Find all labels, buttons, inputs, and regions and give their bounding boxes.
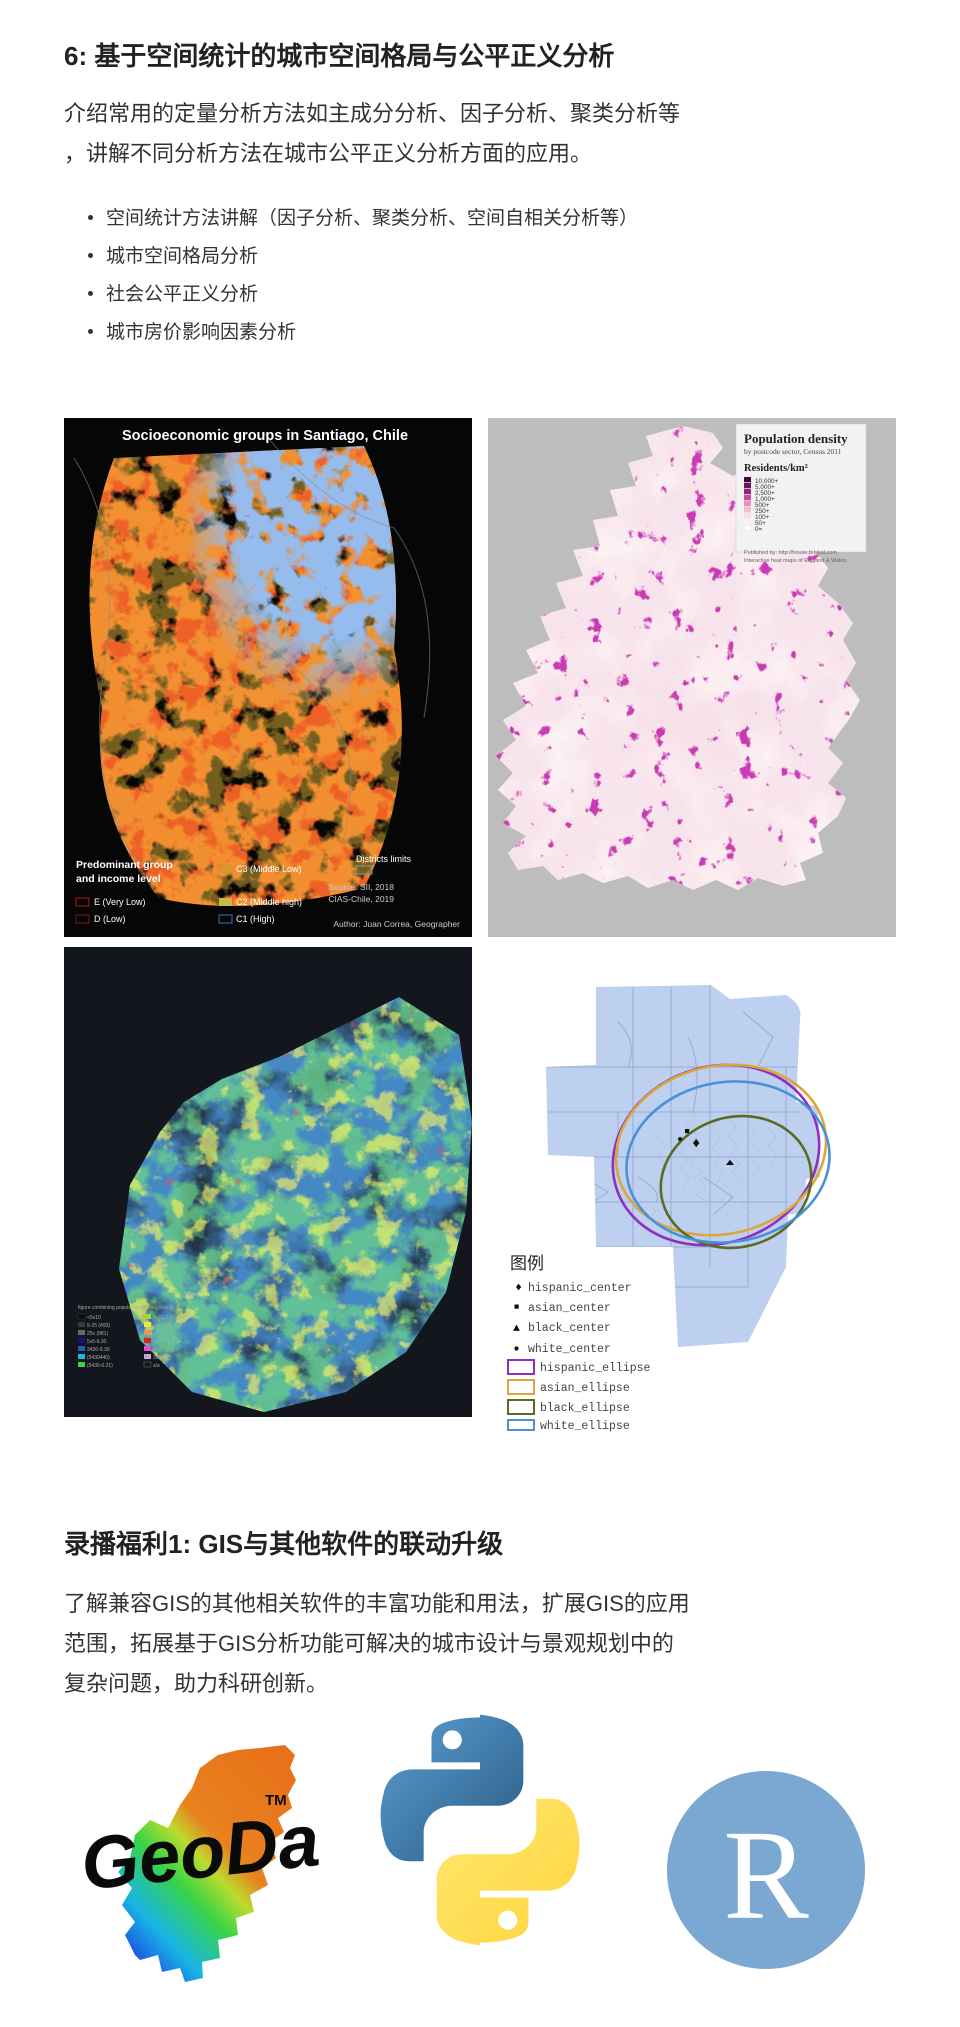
svg-text:E (Very Low): E (Very Low) [94, 897, 146, 907]
svg-text:25x (981): 25x (981) [87, 1331, 108, 1337]
svg-text:C3 (Middle Low): C3 (Middle Low) [236, 864, 302, 874]
svg-text:TM: TM [265, 1792, 287, 1809]
svg-text:CIAS-Chile, 2019: CIAS-Chile, 2019 [328, 894, 394, 904]
svg-text:s/a: s/a [153, 1363, 160, 1369]
svg-text:D (Low): D (Low) [94, 914, 126, 924]
svg-text:Districts limits: Districts limits [356, 854, 411, 864]
svg-text:Source: SII, 2018: Source: SII, 2018 [328, 882, 394, 892]
svg-text:black_ellipse: black_ellipse [540, 1402, 630, 1415]
svg-text:Socioeconomic groups in Santia: Socioeconomic groups in Santiago, Chile [122, 428, 408, 444]
svg-text:(9430440): (9430440) [87, 1355, 110, 1361]
svg-text:Residents/km²: Residents/km² [744, 463, 808, 474]
svg-text:and income level: and income level [76, 873, 161, 885]
svg-text:Interactive heat maps of Engla: Interactive heat maps of England & Wales… [744, 558, 848, 564]
svg-text:Author: Juan Correa, Geographe: Author: Juan Correa, Geographer [333, 919, 460, 929]
svg-text:16x2 (396): 16x2 (396) [153, 1347, 177, 1353]
svg-text:30x2-(3): 30x2-(3) [153, 1355, 172, 1361]
svg-text:0=: 0= [755, 526, 763, 533]
svg-text:Population density: Population density [744, 431, 848, 446]
svg-text:figure combining population an: figure combining population and brightne… [78, 1305, 174, 1311]
svg-text:3430-9.30: 3430-9.30 [87, 1347, 110, 1353]
svg-text:by postcode sector, Census 201: by postcode sector, Census 2011 [744, 447, 842, 456]
svg-text:R: R [723, 1804, 809, 1946]
svg-text:asian_center: asian_center [528, 1302, 611, 1315]
svg-text:hispanic_center: hispanic_center [528, 1282, 632, 1295]
svg-text:3x71-4.30: 3x71-4.30 [153, 1331, 175, 1337]
svg-text:white_ellipse: white_ellipse [540, 1420, 630, 1433]
svg-text:图例: 图例 [510, 1254, 544, 1273]
svg-text:Published by: http://house.bri: Published by: http://house.briskat.com [744, 550, 837, 556]
svg-text:GeoDa: GeoDa [77, 1798, 323, 1905]
svg-text:C1 (High): C1 (High) [236, 914, 275, 924]
svg-text:5-17-16.2: 5-17-16.2 [153, 1339, 175, 1345]
svg-text:white_center: white_center [528, 1343, 611, 1356]
svg-text:hispanic_ellipse: hispanic_ellipse [540, 1362, 651, 1375]
svg-text:Predominant group: Predominant group [76, 859, 173, 871]
svg-text:C2 (Middle high): C2 (Middle high) [236, 897, 302, 907]
svg-text:black_center: black_center [528, 1322, 611, 1335]
svg-text:5x5-6.30: 5x5-6.30 [87, 1339, 107, 1345]
svg-text:<5x10: <5x10 [87, 1315, 101, 1321]
svg-text:5-25 (493): 5-25 (493) [87, 1323, 110, 1329]
svg-text:asian_ellipse: asian_ellipse [540, 1382, 630, 1395]
svg-text:(493296-71): (493296-71) [153, 1323, 181, 1329]
svg-text:(9430-0.21): (9430-0.21) [87, 1363, 113, 1369]
svg-text:5x21-1.30: 5x21-1.30 [153, 1315, 175, 1321]
